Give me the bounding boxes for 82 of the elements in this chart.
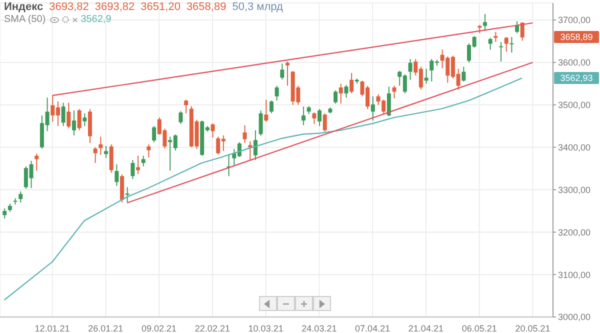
candlestick (104, 145, 108, 158)
candlestick (242, 124, 247, 144)
candlestick (141, 155, 146, 167)
annotation: 3562,9 (80, 14, 112, 25)
candlestick (286, 61, 290, 86)
candlestick (462, 66, 466, 82)
candlestick (318, 108, 322, 127)
y-tick-label: 3700,00 (558, 15, 591, 26)
candlestick (344, 84, 348, 98)
x-tick-label: 06.05.21 (462, 323, 497, 333)
annotation: 3693,82 (94, 1, 135, 13)
candlestick (77, 108, 82, 131)
x-tick-label: 21.04.21 (408, 323, 444, 333)
x-tick-label: 22.02.21 (194, 323, 230, 333)
candlestick (302, 106, 306, 126)
y-tick-label: 3000,00 (558, 312, 591, 322)
candlestick (515, 20, 520, 34)
candlestick (253, 130, 258, 160)
candlestick (146, 144, 151, 158)
annotation: 3658,89 (186, 1, 226, 13)
candlestick (152, 126, 156, 143)
candlestick (322, 112, 327, 132)
candlestick (312, 112, 316, 124)
y-tick-label: 3500,00 (558, 100, 591, 110)
x-tick-label: 09.02.21 (142, 323, 177, 333)
candlestick (386, 86, 391, 117)
candlestick (269, 100, 274, 114)
annotation: 3651,20 (140, 1, 180, 13)
candlestick (520, 22, 524, 42)
y-tick-label: 3300,00 (558, 184, 591, 195)
candlestick (408, 58, 412, 80)
candlestick (510, 36, 514, 54)
candlestick (334, 90, 338, 104)
x-tick-label: 26.01.21 (88, 323, 124, 333)
candlestick (136, 155, 140, 175)
x-tick-label: 07.04.21 (355, 323, 390, 333)
candlestick (93, 146, 98, 164)
candlestick (494, 31, 498, 43)
candlestick (338, 83, 343, 104)
candlestick (499, 42, 504, 62)
candlestick (264, 99, 268, 122)
chart-title: Индекс (4, 1, 44, 13)
candlestick (130, 160, 135, 180)
candlestick (109, 144, 114, 174)
candlestick (61, 102, 66, 127)
candlestick (125, 186, 130, 204)
x-tick-label: 10.03.21 (248, 323, 284, 333)
candlestick (66, 102, 71, 129)
text: 3562,93 (554, 72, 599, 84)
y-tick-label: 3200,00 (558, 227, 591, 238)
candlestick (280, 63, 284, 80)
candlestick (114, 164, 119, 186)
x-tick-label: 24.03.21 (302, 323, 337, 333)
text: SMA (50) (4, 14, 46, 25)
candlestick (504, 36, 508, 52)
candlestick (248, 140, 252, 160)
candlestick (274, 85, 279, 102)
candlestick (82, 112, 87, 127)
annotation: 50,3 млрд (232, 1, 283, 13)
candlestick (120, 174, 124, 203)
candlestick (210, 123, 215, 138)
candlestick (72, 110, 76, 136)
candlestick (350, 72, 354, 94)
line-series (4, 78, 523, 301)
candlestick (184, 99, 188, 114)
x-tick-label: 20.05.21 (515, 323, 550, 333)
candlestick (2, 208, 7, 220)
candlestick (178, 110, 183, 124)
candlestick (370, 96, 375, 122)
y-tick-label: 3100,00 (558, 270, 591, 280)
annotation: 3693,82 (49, 1, 89, 13)
candlestick (98, 136, 103, 156)
y-tick-label: 3600,00 (558, 58, 591, 68)
x-tick-label: 12.01.21 (34, 323, 70, 333)
text: 3658,89 (554, 31, 599, 44)
y-tick-label: 3400,00 (558, 142, 591, 152)
candlestick (258, 110, 263, 136)
candlestick (392, 85, 396, 99)
candlestick (483, 14, 488, 32)
candlestick (18, 190, 23, 203)
candlestick (424, 68, 428, 84)
candlestick (488, 37, 492, 50)
